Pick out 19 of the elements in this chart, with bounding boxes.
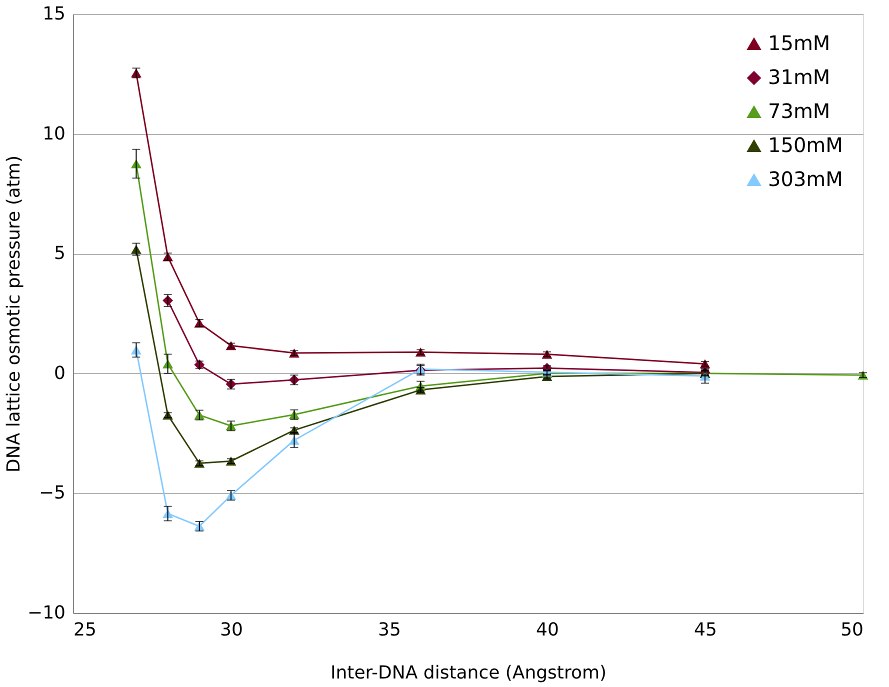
legend-label: 31mM <box>768 65 830 89</box>
y-tick-label: 0 <box>54 362 66 384</box>
x-tick-label: 30 <box>220 620 243 640</box>
x-tick-label: 45 <box>694 620 717 640</box>
x-tick-label: 35 <box>378 620 401 640</box>
x-tick-label: 25 <box>74 620 96 640</box>
y-tick-label: −5 <box>38 482 66 504</box>
y-tick-label: 5 <box>54 243 66 264</box>
legend-label: 73mM <box>768 99 830 123</box>
y-tick-label: 15 <box>42 4 66 24</box>
y-tick-label: −10 <box>28 602 66 624</box>
legend-label: 303mM <box>768 167 843 191</box>
legend-label: 150mM <box>768 133 843 157</box>
legend-label: 15mM <box>768 31 830 55</box>
x-axis-title: Inter-DNA distance (Angstrom) <box>330 662 607 684</box>
x-tick-label: 50 <box>840 620 864 640</box>
y-axis-title: DNA lattice osmotic pressure (atm) <box>4 156 25 472</box>
x-tick-label: 40 <box>536 620 559 640</box>
y-tick-label: 10 <box>42 123 66 144</box>
